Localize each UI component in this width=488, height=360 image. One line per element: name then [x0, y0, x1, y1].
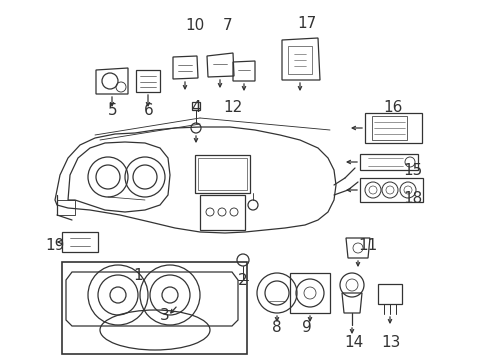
Bar: [198, 158, 246, 190]
Bar: [200, 195, 244, 230]
Bar: [62, 262, 246, 354]
Text: 15: 15: [403, 163, 422, 178]
Text: 1: 1: [133, 268, 142, 283]
Bar: [371, 116, 406, 140]
Text: 13: 13: [381, 335, 400, 350]
Text: 19: 19: [45, 238, 64, 253]
Bar: [377, 284, 401, 304]
Text: 11: 11: [358, 238, 377, 253]
Text: 4: 4: [191, 100, 201, 115]
Text: 14: 14: [344, 335, 363, 350]
Text: 18: 18: [403, 191, 422, 206]
Text: 12: 12: [223, 100, 242, 115]
Bar: [192, 102, 200, 110]
Text: 3: 3: [160, 308, 169, 323]
Text: 6: 6: [144, 103, 154, 118]
Bar: [287, 46, 311, 74]
Text: 9: 9: [302, 320, 311, 335]
Text: 2: 2: [238, 273, 247, 288]
Text: 17: 17: [297, 16, 316, 31]
Text: 7: 7: [223, 18, 232, 33]
Text: 5: 5: [108, 103, 118, 118]
Bar: [195, 155, 249, 193]
Bar: [57, 200, 75, 215]
Text: 10: 10: [185, 18, 204, 33]
Text: 16: 16: [383, 100, 402, 115]
Bar: [289, 273, 329, 313]
Text: 8: 8: [272, 320, 281, 335]
